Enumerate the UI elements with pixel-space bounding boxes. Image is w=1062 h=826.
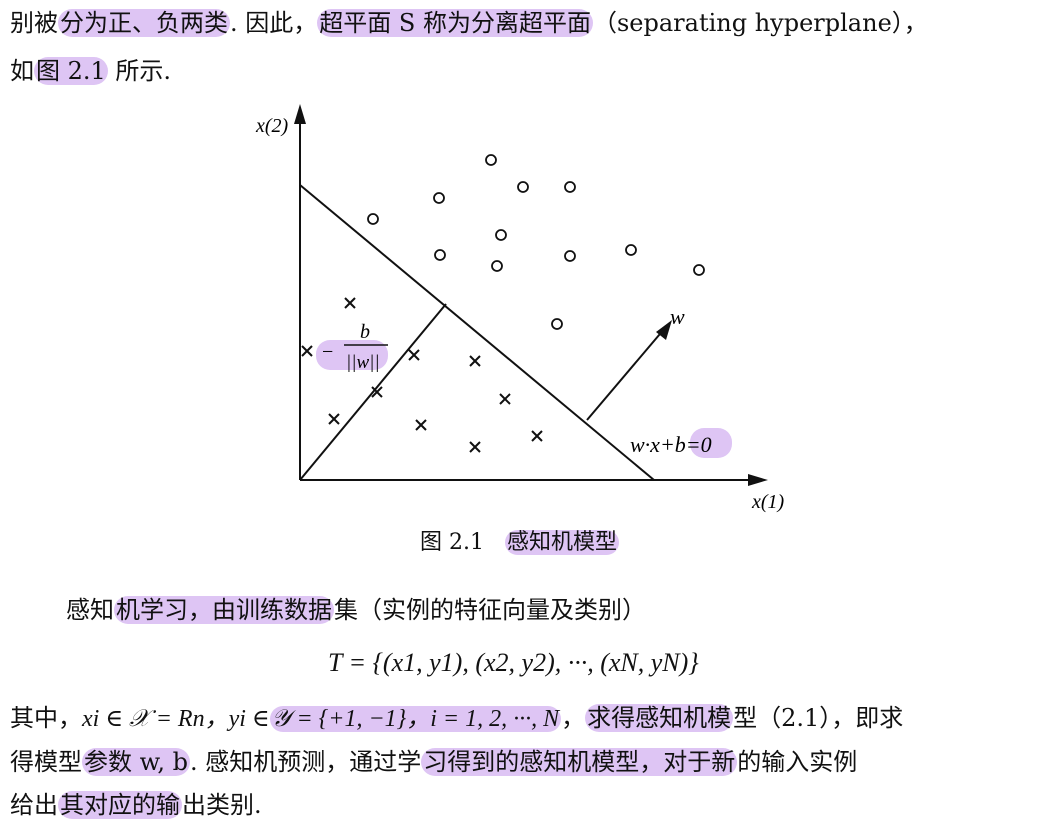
normal-vector xyxy=(586,327,666,421)
distance-minus: − xyxy=(322,341,333,363)
positive-point xyxy=(434,249,446,261)
distance-denominator: ||w|| xyxy=(346,352,380,373)
negative-point xyxy=(301,345,313,357)
highlight xyxy=(690,428,732,458)
text-segment: 感知 xyxy=(66,596,114,624)
normal-vector-arrow xyxy=(656,320,672,340)
highlight: 其对应的输 xyxy=(58,791,182,819)
positive-point xyxy=(551,318,563,330)
highlight: 机学习，由训练数据 xyxy=(114,596,334,624)
text-segment: 型（2.1），即求 xyxy=(733,704,904,732)
text-line-2: 如图 2.1 所示. xyxy=(10,56,171,86)
highlight: 分为正、负两类 xyxy=(58,9,230,37)
text-segment: 别被 xyxy=(10,9,58,37)
text-segment: 的输入实例 xyxy=(737,748,858,776)
positive-point xyxy=(693,264,705,276)
text-segment: . 因此， xyxy=(230,9,318,37)
negative-point xyxy=(469,441,481,453)
highlight: 习得到的感知机模型，对于新 xyxy=(421,748,738,776)
text-line-5: 得模型参数 w, b. 感知机预测，通过学习得到的感知机模型，对于新的输入实例 xyxy=(10,747,857,777)
positive-point xyxy=(517,181,529,193)
text-segment: （separating hyperplane）， xyxy=(592,9,928,37)
negative-point xyxy=(344,297,356,309)
x-axis-label: x(1) xyxy=(751,491,785,513)
positive-point xyxy=(564,181,576,193)
text-line-4: 其中，xi ∈ 𝒳 = Rn，yi ∈𝒴 = {+1, −1}，i = 1, 2… xyxy=(10,703,903,734)
y-axis-label: x(2) xyxy=(255,115,289,137)
positive-point xyxy=(491,260,503,272)
positive-point xyxy=(495,229,507,241)
negative-point xyxy=(531,430,543,442)
positive-point xyxy=(433,192,445,204)
text-line-1: 别被分为正、负两类. 因此，超平面 S 称为分离超平面（separating h… xyxy=(10,8,928,38)
text-segment: 如 xyxy=(10,57,34,85)
negative-point xyxy=(415,419,427,431)
y-axis-arrow xyxy=(294,104,306,124)
text-segment: 集（实例的特征向量及类别） xyxy=(334,596,646,624)
positive-points xyxy=(367,154,705,330)
highlight: 超平面 S 称为分离超平面 xyxy=(317,9,593,37)
text-line-6: 给出其对应的输出类别. xyxy=(10,790,262,820)
negative-point xyxy=(469,355,481,367)
w-label: w xyxy=(670,304,685,329)
caption-number: 图 2.1 xyxy=(420,530,484,555)
negative-point xyxy=(408,349,420,361)
text-segment: 所示. xyxy=(107,57,172,85)
highlight: 图 2.1 xyxy=(34,57,108,85)
distance-line xyxy=(299,303,447,481)
highlight: 参数 w, b xyxy=(82,748,190,776)
highlight: 求得感知机模 xyxy=(585,704,734,732)
positive-point xyxy=(485,154,497,166)
distance-numerator: b xyxy=(360,321,370,343)
highlight xyxy=(316,340,388,370)
text-segment: . 感知机预测，通过学 xyxy=(189,748,422,776)
hyperplane-equation: w·x+b=0 xyxy=(630,432,712,457)
text-segment: 给出 xyxy=(10,791,58,819)
positive-point xyxy=(367,213,379,225)
negative-points xyxy=(301,297,543,453)
positive-point xyxy=(625,244,637,256)
text-segment: 出类别. xyxy=(182,791,262,819)
highlight: 𝒴 = {+1, −1}，i = 1, 2, ···, N xyxy=(269,706,562,732)
hyperplane-line xyxy=(299,184,655,481)
caption-title: 感知机模型 xyxy=(504,530,619,555)
dataset-formula: T = {(x1, y1), (x2, y2), ···, (xN, yN)} xyxy=(328,648,699,677)
x-axis-arrow xyxy=(748,474,768,486)
text-line-3: 感知机学习，由训练数据集（实例的特征向量及类别） xyxy=(66,595,646,625)
negative-point xyxy=(328,413,340,425)
text-segment: 其中， xyxy=(10,704,82,732)
negative-point xyxy=(499,393,511,405)
figure-caption: 图 2.1 感知机模型 xyxy=(420,524,619,556)
positive-point xyxy=(564,250,576,262)
negative-point xyxy=(371,386,383,398)
text-segment: 得模型 xyxy=(10,748,82,776)
math-segment: xi ∈ 𝒳 = Rn，yi ∈ xyxy=(82,706,270,732)
text-segment: ， xyxy=(561,704,586,732)
